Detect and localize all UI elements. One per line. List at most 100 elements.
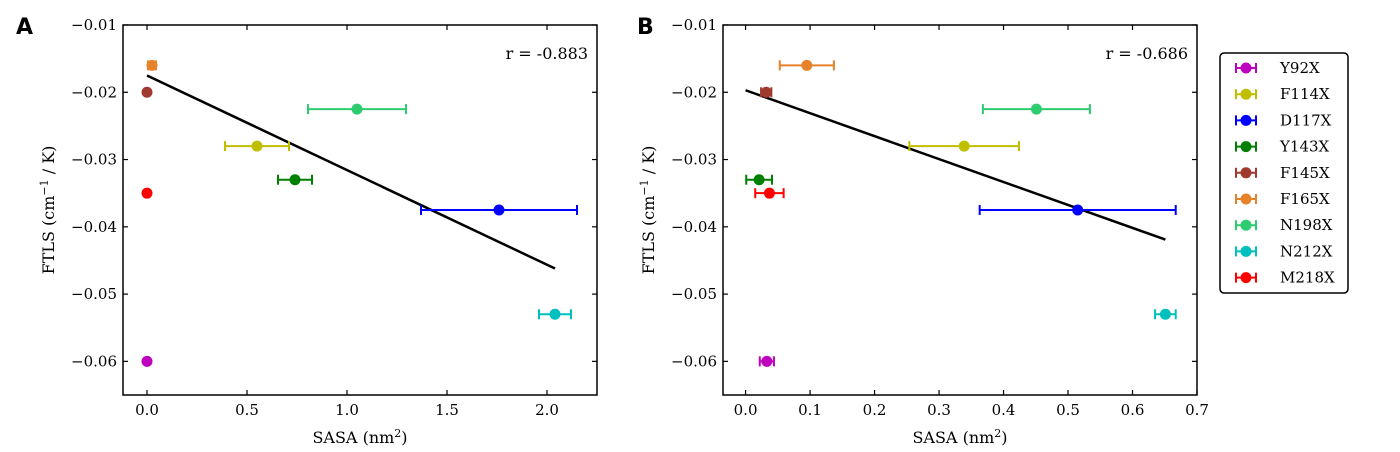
legend-items: Y92X F114X D117X Y143X F145X F165X N198X N212X M… xyxy=(1235,59,1335,287)
marker xyxy=(753,174,765,186)
marker xyxy=(146,59,158,71)
marker xyxy=(1159,308,1171,320)
legend-marker xyxy=(1240,88,1252,100)
x-tick-label: 0.0 xyxy=(135,401,159,419)
x-tick-label: 0.7 xyxy=(1185,401,1209,419)
y-tick-label: −0.05 xyxy=(71,285,117,303)
x-tick-label: 0.6 xyxy=(1121,401,1145,419)
x-tick-label: 0.5 xyxy=(1056,401,1080,419)
y-tick-label: −0.06 xyxy=(671,352,717,370)
legend-entry-n198x: N198X xyxy=(1235,216,1333,234)
legend-marker xyxy=(1240,245,1252,257)
legend-entry-y92x: Y92X xyxy=(1235,59,1320,77)
legend-label: F165X xyxy=(1280,190,1330,208)
legend-marker xyxy=(1240,193,1252,205)
marker xyxy=(1072,204,1084,216)
data-points-b xyxy=(745,59,1177,367)
y-tick-label: −0.01 xyxy=(71,16,117,34)
data-point-d117x xyxy=(978,204,1177,216)
marker xyxy=(141,355,153,367)
legend-marker xyxy=(1240,219,1252,231)
y-tick-label: −0.02 xyxy=(71,83,117,101)
y-tick-label: −0.05 xyxy=(671,285,717,303)
marker xyxy=(549,308,561,320)
data-point-n198x xyxy=(981,103,1091,115)
legend-entry-y143x: Y143X xyxy=(1235,138,1330,156)
legend-marker xyxy=(1240,141,1252,153)
data-point-y92x xyxy=(141,355,153,367)
fit-line-a xyxy=(146,74,556,270)
panel-letter-b: B xyxy=(637,15,654,40)
x-axis-label-a: SASA (nm2) xyxy=(312,427,407,447)
legend-entry-f114x: F114X xyxy=(1235,85,1330,103)
legend-marker xyxy=(1240,167,1252,179)
marker xyxy=(760,86,772,98)
legend-label: F114X xyxy=(1280,85,1330,103)
data-point-f114x xyxy=(908,140,1021,152)
data-point-f165x xyxy=(146,59,158,71)
legend-entry-m218x: M218X xyxy=(1235,269,1335,287)
legend-label: N212X xyxy=(1280,242,1333,260)
plot-frame-b xyxy=(722,24,1198,396)
legend-entry-n212x: N212X xyxy=(1235,242,1333,260)
y-tick-label: −0.03 xyxy=(71,151,117,169)
data-point-f165x xyxy=(778,59,835,71)
y-tick-label: −0.06 xyxy=(71,352,117,370)
panel-a: A −0.01 −0.02 −0.03 −0.04 −0.05 −0.06 0.0 0.5 1… xyxy=(16,15,598,447)
y-tick-label: −0.04 xyxy=(671,218,717,236)
marker xyxy=(351,103,363,115)
data-point-m218x xyxy=(141,187,153,199)
y-tick-label: −0.03 xyxy=(671,151,717,169)
data-point-f145x xyxy=(141,86,153,98)
x-axis-label-b: SASA (nm2) xyxy=(912,427,1007,447)
marker xyxy=(763,187,775,199)
panel-letter-a: A xyxy=(16,15,33,40)
legend-entry-d117x: D117X xyxy=(1235,111,1332,129)
correlation-annotation-a: r = -0.883 xyxy=(506,44,588,63)
data-point-n198x xyxy=(307,103,407,115)
y-ticks-a: −0.01 −0.02 −0.03 −0.04 −0.05 −0.06 xyxy=(71,16,597,370)
data-point-d117x xyxy=(420,204,578,216)
data-point-y92x xyxy=(758,355,775,367)
legend-entry-f145x: F145X xyxy=(1235,164,1330,182)
marker xyxy=(493,204,505,216)
regression-line xyxy=(146,74,556,270)
y-ticks-b: −0.01 −0.02 −0.03 −0.04 −0.05 −0.06 xyxy=(671,16,1197,370)
x-ticks-a: 0.0 0.5 1.0 1.5 2.0 xyxy=(135,25,559,419)
x-tick-label: 2.0 xyxy=(535,401,559,419)
marker xyxy=(141,86,153,98)
x-ticks-b: 0.0 0.1 0.2 0.3 0.4 0.5 0.6 0.7 xyxy=(734,25,1209,419)
marker xyxy=(289,174,301,186)
legend-label: D117X xyxy=(1280,111,1332,129)
marker xyxy=(801,59,813,71)
legend-marker xyxy=(1240,114,1252,126)
x-tick-label: 0.0 xyxy=(734,401,758,419)
marker xyxy=(761,355,773,367)
fit-line-b xyxy=(745,89,1166,241)
correlation-annotation-b: r = -0.686 xyxy=(1106,44,1188,63)
x-tick-label: 0.1 xyxy=(798,401,822,419)
legend-label: Y92X xyxy=(1279,59,1320,77)
legend-label: Y143X xyxy=(1279,138,1330,156)
y-axis-label-b: FTLS (cm−1 / K) xyxy=(638,146,658,275)
legend-frame xyxy=(1219,52,1349,294)
legend-label: F145X xyxy=(1280,164,1330,182)
data-point-f145x xyxy=(760,86,773,98)
x-tick-label: 1.5 xyxy=(435,401,459,419)
plot-frame-a xyxy=(122,24,598,396)
legend-entry-f165x: F165X xyxy=(1235,190,1330,208)
x-tick-label: 0.4 xyxy=(992,401,1016,419)
legend-marker xyxy=(1240,62,1252,74)
data-point-y143x xyxy=(277,174,313,186)
data-point-m218x xyxy=(754,187,785,199)
x-tick-label: 0.5 xyxy=(235,401,259,419)
y-axis-label-a: FTLS (cm−1 / K) xyxy=(38,146,58,275)
panel-b: B −0.01−0.02−0.03−0.04−0.05−0.06 0.0 0.1 0… xyxy=(637,15,1209,447)
legend-marker xyxy=(1240,272,1252,284)
data-point-f114x xyxy=(224,140,290,152)
y-tick-label: −0.04 xyxy=(71,218,117,236)
y-tick-label: −0.02 xyxy=(671,83,717,101)
marker xyxy=(1030,103,1042,115)
data-point-n212x xyxy=(538,308,572,320)
